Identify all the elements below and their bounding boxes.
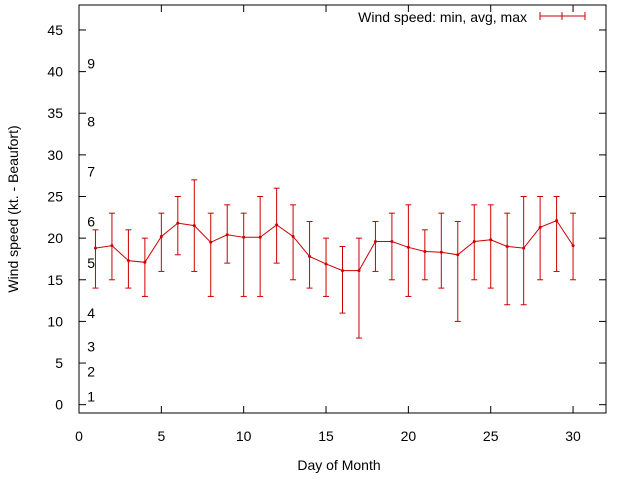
data-point-avg [143, 260, 147, 264]
data-point-avg [423, 249, 427, 253]
x-tick-label: 5 [157, 428, 165, 444]
x-tick-label: 0 [75, 428, 83, 444]
data-point-avg [275, 223, 279, 227]
beaufort-label: 8 [87, 114, 95, 130]
x-tick-label: 10 [236, 428, 252, 444]
y-tick-label: 35 [47, 105, 63, 121]
y-tick-label: 10 [47, 313, 63, 329]
beaufort-label: 5 [87, 255, 95, 271]
series-layer [92, 179, 577, 339]
y-tick-label: 45 [47, 22, 63, 38]
data-point-avg [472, 239, 476, 243]
data-point-avg [324, 262, 328, 266]
data-point-avg [291, 234, 295, 238]
y-tick-label: 30 [47, 147, 63, 163]
data-point-avg [357, 269, 361, 273]
data-point-avg [258, 235, 262, 239]
data-point-avg [456, 253, 460, 257]
data-point-avg [341, 269, 344, 273]
data-point-avg [522, 246, 526, 250]
beaufort-label: 6 [87, 213, 95, 229]
y-axis-label: Wind speed (kt. - Beaufort) [5, 125, 21, 292]
beaufort-label: 3 [87, 338, 95, 354]
data-point-avg [192, 224, 196, 228]
data-point-avg [93, 246, 97, 250]
x-axis-ticks: 0 5 10 15 20 25 30 [75, 5, 581, 444]
data-point-avg [373, 239, 377, 243]
data-point-avg [159, 234, 163, 238]
data-point-avg [390, 239, 394, 243]
beaufort-label: 2 [87, 363, 95, 379]
x-tick-label: 15 [318, 428, 334, 444]
data-point-avg [555, 219, 559, 223]
x-axis-label: Day of Month [297, 457, 380, 473]
plot-border [78, 4, 607, 414]
data-point-avg [110, 244, 114, 248]
y-tick-label: 15 [47, 272, 63, 288]
data-point-avg [176, 221, 180, 225]
legend: Wind speed: min, avg, max [358, 9, 586, 25]
series-line-avg [95, 220, 574, 272]
y-tick-label: 0 [55, 397, 63, 413]
legend-label: Wind speed: min, avg, max [358, 9, 527, 25]
data-point-avg [538, 225, 542, 229]
y-tick-label: 25 [47, 189, 63, 205]
beaufort-label: 1 [87, 388, 95, 404]
y-tick-label: 40 [47, 64, 63, 80]
data-point-avg [209, 240, 213, 244]
data-point-avg [505, 244, 509, 248]
data-point-avg [242, 235, 246, 239]
y-tick-label: 5 [55, 355, 63, 371]
data-point-avg [439, 250, 443, 254]
beaufort-label: 4 [87, 305, 95, 321]
x-tick-label: 30 [565, 428, 581, 444]
beaufort-label: 7 [87, 164, 95, 180]
data-point-avg [126, 259, 130, 263]
x-tick-label: 25 [483, 428, 499, 444]
data-point-avg [406, 245, 410, 249]
data-point-avg [225, 233, 229, 237]
data-point-avg [489, 238, 493, 242]
y-tick-label: 20 [47, 230, 63, 246]
beaufort-label: 9 [87, 55, 95, 71]
x-tick-label: 20 [401, 428, 417, 444]
data-point-avg [571, 244, 575, 248]
data-point-avg [308, 254, 312, 258]
beaufort-labels: 1 2 3 4 5 6 7 8 9 [87, 55, 95, 404]
